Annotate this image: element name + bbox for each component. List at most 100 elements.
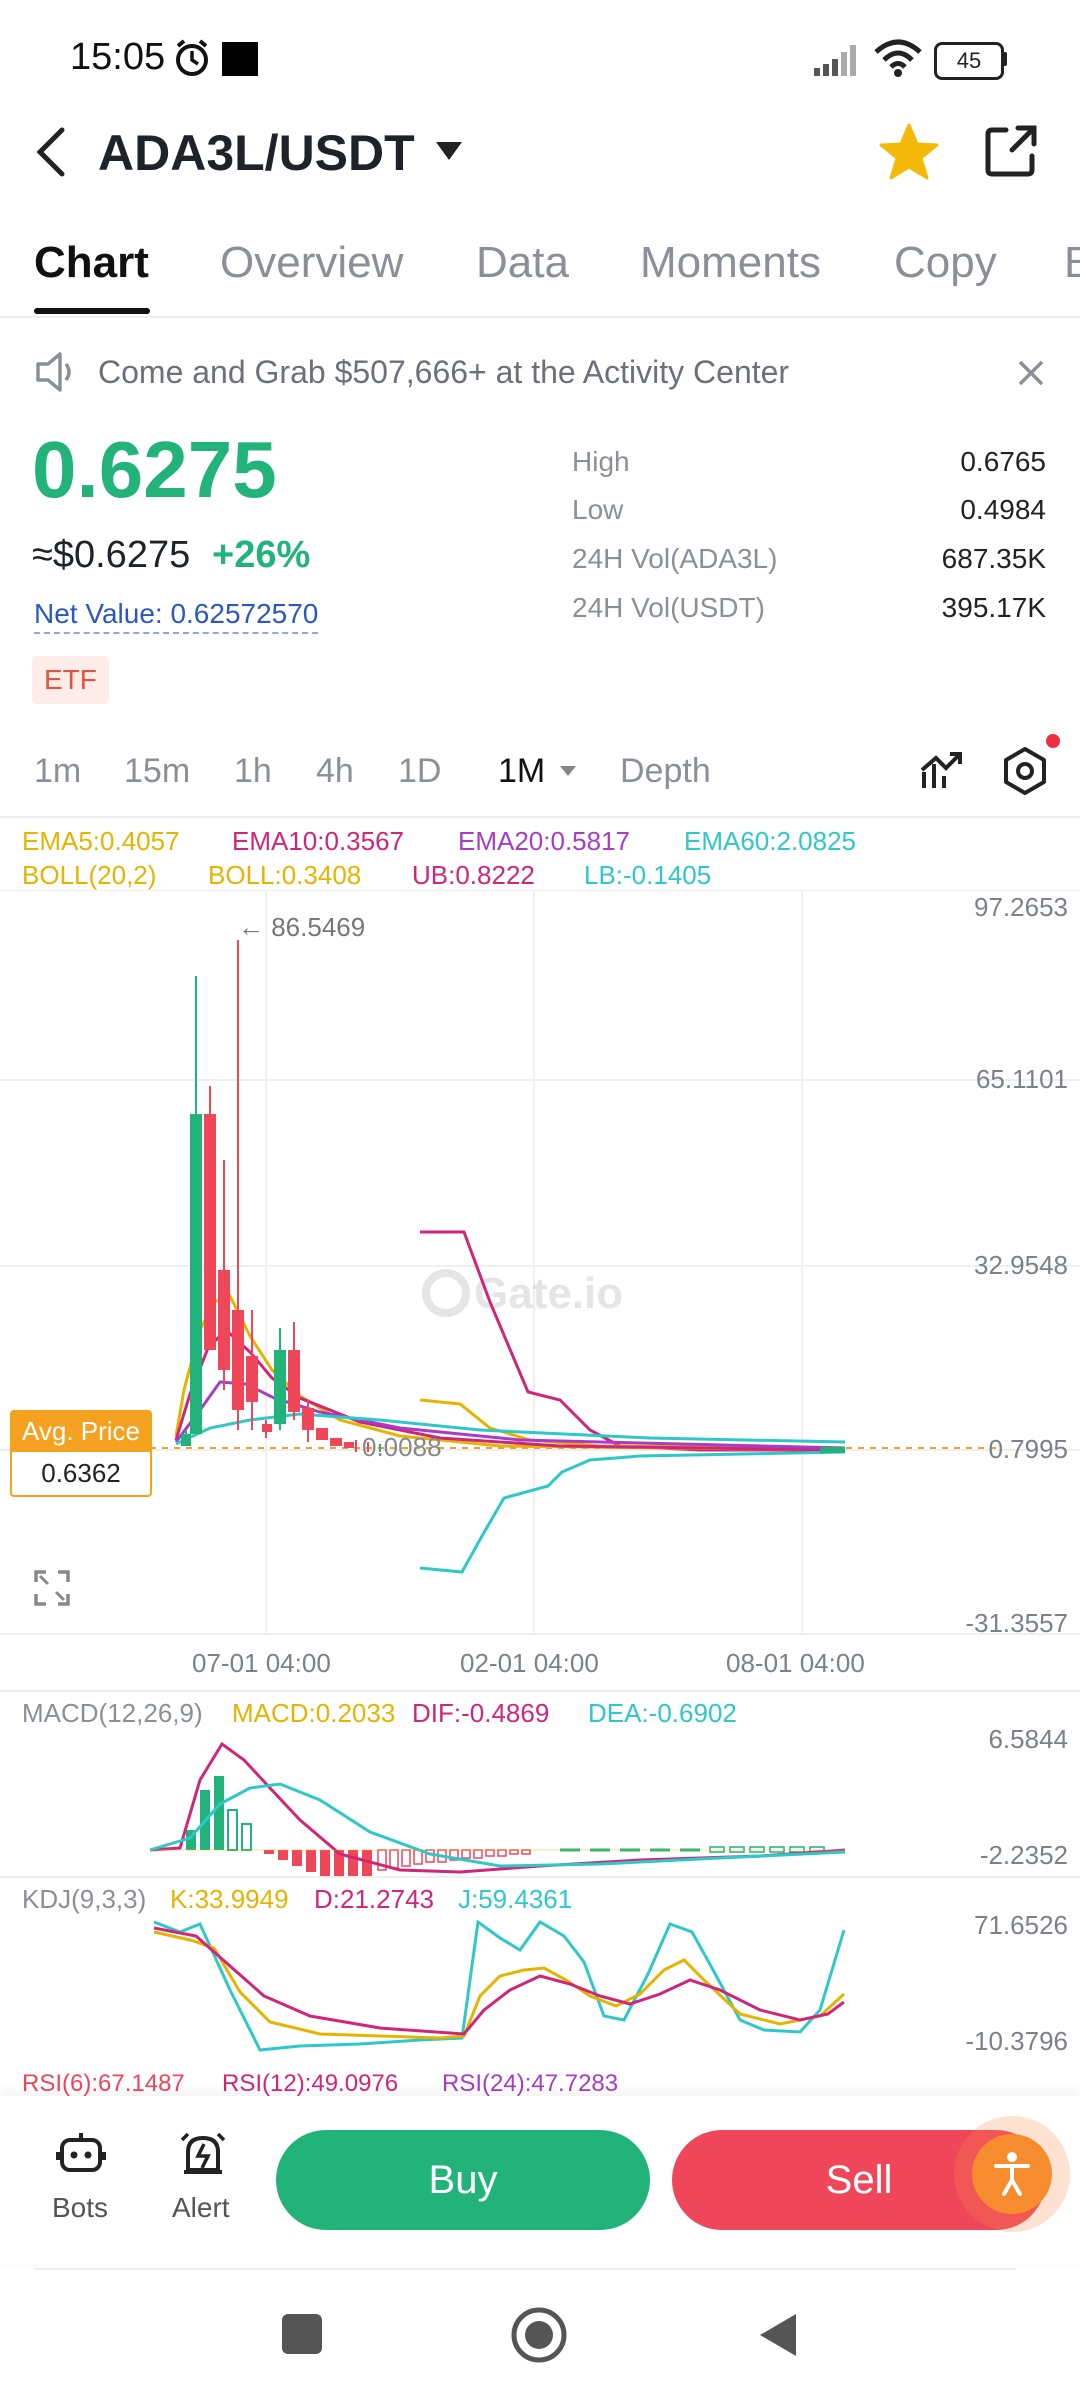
chevron-down-icon[interactable] (558, 764, 578, 778)
share-icon[interactable] (984, 124, 1040, 180)
pair-title[interactable]: ADA3L/USDT (98, 125, 415, 181)
tab-data[interactable]: Data (476, 238, 569, 287)
stat-label-vol-quote: 24H Vol(USDT) (572, 592, 765, 623)
price-change: +26% (212, 534, 311, 576)
kdj-d-value: D:21.2743 (314, 1884, 434, 1914)
speaker-icon (36, 352, 71, 392)
boll-title: BOLL(20,2) (22, 860, 157, 890)
tab-underline (34, 308, 150, 314)
ema10-value: EMA10:0.3567 (232, 826, 405, 856)
ema5-value: EMA5:0.4057 (22, 826, 180, 856)
net-value[interactable]: Net Value: 0.62572570 (34, 598, 319, 634)
y-axis-label: 32.9548 (974, 1250, 1068, 1280)
buy-button[interactable]: Buy (276, 2130, 650, 2230)
close-icon[interactable] (1016, 358, 1046, 388)
status-time: 15:05 (70, 36, 166, 78)
bots-label[interactable]: Bots (52, 2192, 109, 2223)
chart-settings-icon[interactable] (1000, 746, 1050, 796)
pair-dropdown-icon[interactable] (434, 140, 464, 164)
x-axis-label: 02-01 04:00 (460, 1648, 599, 1678)
macd-y-bottom: -2.2352 (979, 1840, 1068, 1870)
x-axis-label: 08-01 04:00 (726, 1648, 865, 1678)
back-arrow-icon[interactable] (32, 126, 72, 178)
accessibility-person-icon (994, 2152, 1030, 2196)
avg-price-value: 0.6362 (10, 1450, 152, 1497)
tab-overview[interactable]: Overview (220, 238, 404, 287)
y-axis-label: 65.1101 (975, 1064, 1068, 1094)
ema60-value: EMA60:2.0825 (684, 826, 857, 856)
alarm-icon (176, 39, 208, 76)
stat-label-vol-base: 24H Vol(ADA3L) (572, 543, 778, 574)
y-axis-label: 97.2653 (974, 892, 1068, 922)
divider (0, 316, 1080, 318)
low-price-label: 0.0088 (362, 1432, 442, 1462)
kdj-j-value: J:59.4361 (458, 1884, 573, 1914)
nav-home-icon[interactable] (510, 2306, 568, 2364)
tab-more[interactable]: B (1064, 238, 1080, 287)
stat-label-low: Low (572, 494, 624, 525)
timeframe-15m[interactable]: 15m (124, 752, 191, 790)
macd-value: MACD:0.2033 (232, 1698, 396, 1728)
candlesticks (181, 940, 381, 1452)
timeframe-1h[interactable]: 1h (234, 752, 272, 790)
kdj-k-value: K:33.9949 (170, 1884, 289, 1914)
gate-logo-watermark: Gate.io (422, 1269, 623, 1318)
kdj-title: KDJ(9,3,3) (22, 1884, 147, 1914)
boll-value: BOLL:0.3408 (208, 860, 362, 890)
stat-label-high: High (572, 446, 630, 477)
macd-chart (149, 1741, 846, 1876)
timeframe-1mo[interactable]: 1M (498, 752, 546, 790)
tab-copy[interactable]: Copy (894, 238, 997, 287)
timeframe-4h[interactable]: 4h (316, 752, 354, 790)
rsi12-value: RSI(12):49.0976 (222, 2070, 399, 2097)
kdj-y-top: 71.6526 (974, 1910, 1068, 1940)
indicator-settings-icon[interactable] (918, 748, 964, 794)
signal-icon (814, 45, 856, 76)
timeframe-depth[interactable]: Depth (620, 752, 711, 790)
x-axis-label: 07-01 04:00 (192, 1648, 331, 1678)
rsi6-value: RSI(6):67.1487 (22, 2070, 185, 2097)
ema20-value: EMA20:0.5817 (458, 826, 631, 856)
peak-price-label: ← 86.5469 (238, 912, 365, 942)
wifi-icon (874, 39, 922, 77)
stat-value-vol-base: 687.35K (941, 543, 1046, 574)
boll-lb-value: LB:-0.1405 (584, 860, 712, 890)
rsi24-value: RSI(24):47.7283 (442, 2070, 619, 2097)
tab-chart[interactable]: Chart (34, 238, 149, 287)
stat-value-vol-quote: 395.17K (941, 592, 1046, 623)
boll-lower-band (419, 1450, 846, 1574)
timeframe-1m[interactable]: 1m (34, 752, 82, 790)
main-chart[interactable]: Gate.io ← 86.5469 0.0088 (0, 890, 1080, 1690)
boll-ub-value: UB:0.8222 (412, 860, 535, 890)
nav-recents-icon[interactable] (282, 2314, 322, 2354)
banner-text[interactable]: Come and Grab $507,666+ at the Activity … (98, 354, 790, 390)
nav-back-icon[interactable] (756, 2310, 800, 2360)
ema60-line (175, 1412, 846, 1446)
battery-icon: 45 (934, 42, 1004, 80)
notification-square-icon (222, 42, 258, 76)
macd-dif-value: DIF:-0.4869 (412, 1698, 550, 1728)
stat-value-low: 0.4984 (960, 494, 1046, 525)
alert-label[interactable]: Alert (172, 2192, 230, 2223)
macd-dea-value: DEA:-0.6902 (588, 1698, 737, 1728)
timeframe-1d[interactable]: 1D (398, 752, 442, 790)
tab-moments[interactable]: Moments (640, 238, 821, 287)
boll-upper-band (420, 1230, 845, 1452)
svg-text:Gate.io: Gate.io (474, 1269, 623, 1318)
y-axis-label: -31.3557 (965, 1608, 1068, 1638)
y-axis-label: 0.7995 (988, 1434, 1068, 1464)
avg-price-title: Avg. Price (10, 1410, 152, 1453)
macd-y-top: 6.5844 (988, 1724, 1068, 1754)
notification-dot (1046, 734, 1060, 748)
kdj-y-bottom: -10.3796 (965, 2026, 1068, 2056)
macd-title: MACD(12,26,9) (22, 1698, 203, 1728)
kdj-chart (153, 1919, 846, 2052)
stat-value-high: 0.6765 (960, 446, 1046, 477)
bots-icon[interactable] (56, 2130, 106, 2178)
alert-clock-icon[interactable] (180, 2130, 226, 2178)
etf-badge: ETF (32, 656, 109, 704)
fullscreen-expand-icon[interactable] (32, 1568, 72, 1608)
usd-price: ≈$0.6275 (32, 534, 191, 576)
last-price: 0.6275 (32, 425, 277, 514)
favorite-star-icon[interactable] (878, 122, 940, 182)
